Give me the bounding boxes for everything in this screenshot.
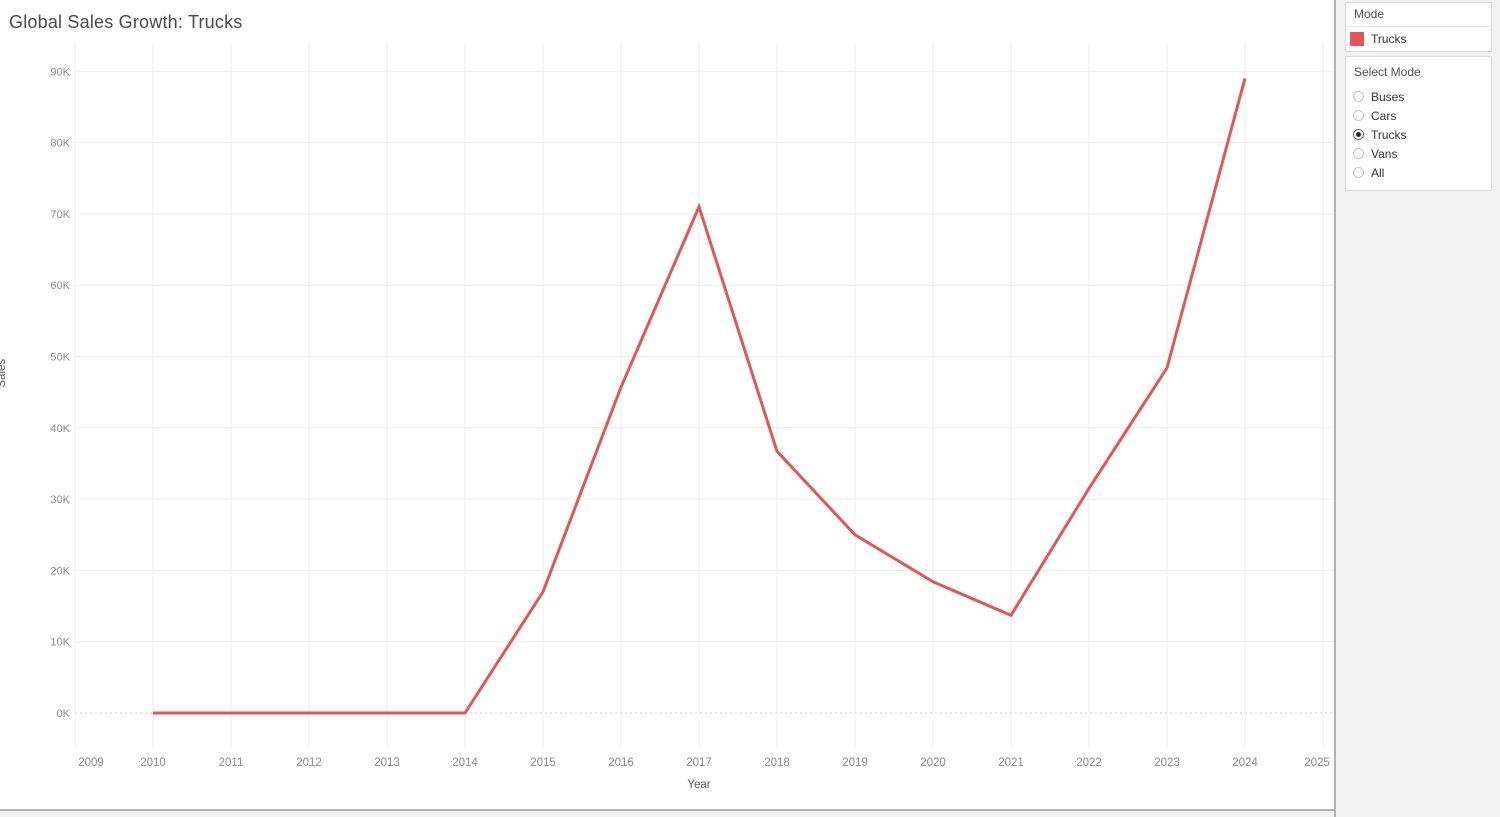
series-line-trucks[interactable] bbox=[153, 78, 1247, 715]
x-tick-label: 2009 bbox=[78, 757, 104, 769]
legend-item-label: Trucks bbox=[1371, 32, 1407, 46]
radio-option-label: Trucks bbox=[1371, 127, 1407, 142]
filter-title: Select Mode bbox=[1354, 65, 1421, 79]
radio-option-trucks[interactable]: Trucks bbox=[1346, 125, 1491, 144]
radio-button-icon[interactable] bbox=[1353, 167, 1364, 178]
x-tick-label: 2011 bbox=[219, 757, 244, 769]
x-tick-label: 2025 bbox=[1304, 757, 1330, 769]
y-axis-title: Sales bbox=[0, 358, 8, 388]
x-tick-label: 2013 bbox=[374, 757, 400, 769]
y-tick-label: 10K bbox=[50, 637, 70, 649]
y-tick-label: 30K bbox=[50, 494, 70, 506]
radio-option-label: All bbox=[1371, 165, 1385, 180]
select-mode-card: Select Mode Buses Cars Trucks Vans All bbox=[1345, 56, 1492, 191]
y-tick-label: 40K bbox=[50, 423, 70, 435]
x-tick-label: 2014 bbox=[452, 757, 478, 769]
y-tick-label: 0K bbox=[57, 708, 71, 720]
radio-button-icon[interactable] bbox=[1353, 91, 1364, 102]
mode-legend-card: Mode Trucks bbox=[1345, 2, 1492, 52]
x-tick-label: 2015 bbox=[530, 757, 556, 769]
y-tick-label: 20K bbox=[50, 565, 70, 577]
radio-option-label: Buses bbox=[1371, 89, 1405, 104]
x-tick-label: 2022 bbox=[1076, 757, 1102, 769]
y-tick-label: 90K bbox=[50, 66, 70, 78]
x-tick-label: 2012 bbox=[296, 757, 322, 769]
radio-option-all[interactable]: All bbox=[1346, 163, 1491, 182]
radio-option-vans[interactable]: Vans bbox=[1346, 144, 1491, 163]
sales-line-chart[interactable]: 0K 10K 20K 30K 40K 50K 60K 70K 80K 90K 2009 2010 201… bbox=[0, 0, 1334, 809]
chart-title: Global Sales Growth: Trucks bbox=[9, 12, 243, 32]
chart-panel: Global Sales Growth: Trucks 0K 10K 20K 30K 4… bbox=[0, 0, 1334, 809]
y-tick-label: 80K bbox=[50, 138, 70, 150]
legend-title: Mode bbox=[1346, 3, 1491, 27]
radio-option-buses[interactable]: Buses bbox=[1346, 87, 1491, 106]
horizontal-divider bbox=[0, 809, 1334, 811]
y-tick-label: 70K bbox=[50, 209, 70, 221]
radio-option-label: Cars bbox=[1371, 108, 1397, 123]
x-tick-label: 2018 bbox=[764, 757, 790, 769]
sidebar: Mode Trucks Select Mode Buses Cars Trucks V… bbox=[1336, 0, 1500, 817]
x-tick-label: 2020 bbox=[920, 757, 946, 769]
x-tick-label: 2023 bbox=[1154, 757, 1180, 769]
radio-option-cars[interactable]: Cars bbox=[1346, 106, 1491, 125]
radio-button-icon[interactable] bbox=[1353, 110, 1364, 121]
radio-button-icon[interactable] bbox=[1353, 148, 1364, 159]
legend-item-trucks[interactable]: Trucks bbox=[1346, 27, 1491, 51]
x-tick-label: 2024 bbox=[1232, 757, 1258, 769]
mode-radio-group: Buses Cars Trucks Vans All bbox=[1346, 87, 1491, 182]
x-axis-title: Year bbox=[687, 779, 711, 791]
x-tick-label: 2019 bbox=[842, 757, 868, 769]
x-tick-label: 2010 bbox=[140, 757, 166, 769]
radio-option-label: Vans bbox=[1371, 146, 1398, 161]
radio-button-icon[interactable] bbox=[1353, 129, 1364, 140]
y-tick-label: 60K bbox=[50, 280, 70, 292]
x-tick-label: 2021 bbox=[998, 757, 1024, 769]
x-tick-label: 2017 bbox=[686, 757, 712, 769]
vertical-divider bbox=[1334, 0, 1336, 817]
x-tick-label: 2016 bbox=[608, 757, 634, 769]
legend-color-swatch bbox=[1350, 32, 1364, 46]
y-tick-label: 50K bbox=[50, 352, 70, 364]
